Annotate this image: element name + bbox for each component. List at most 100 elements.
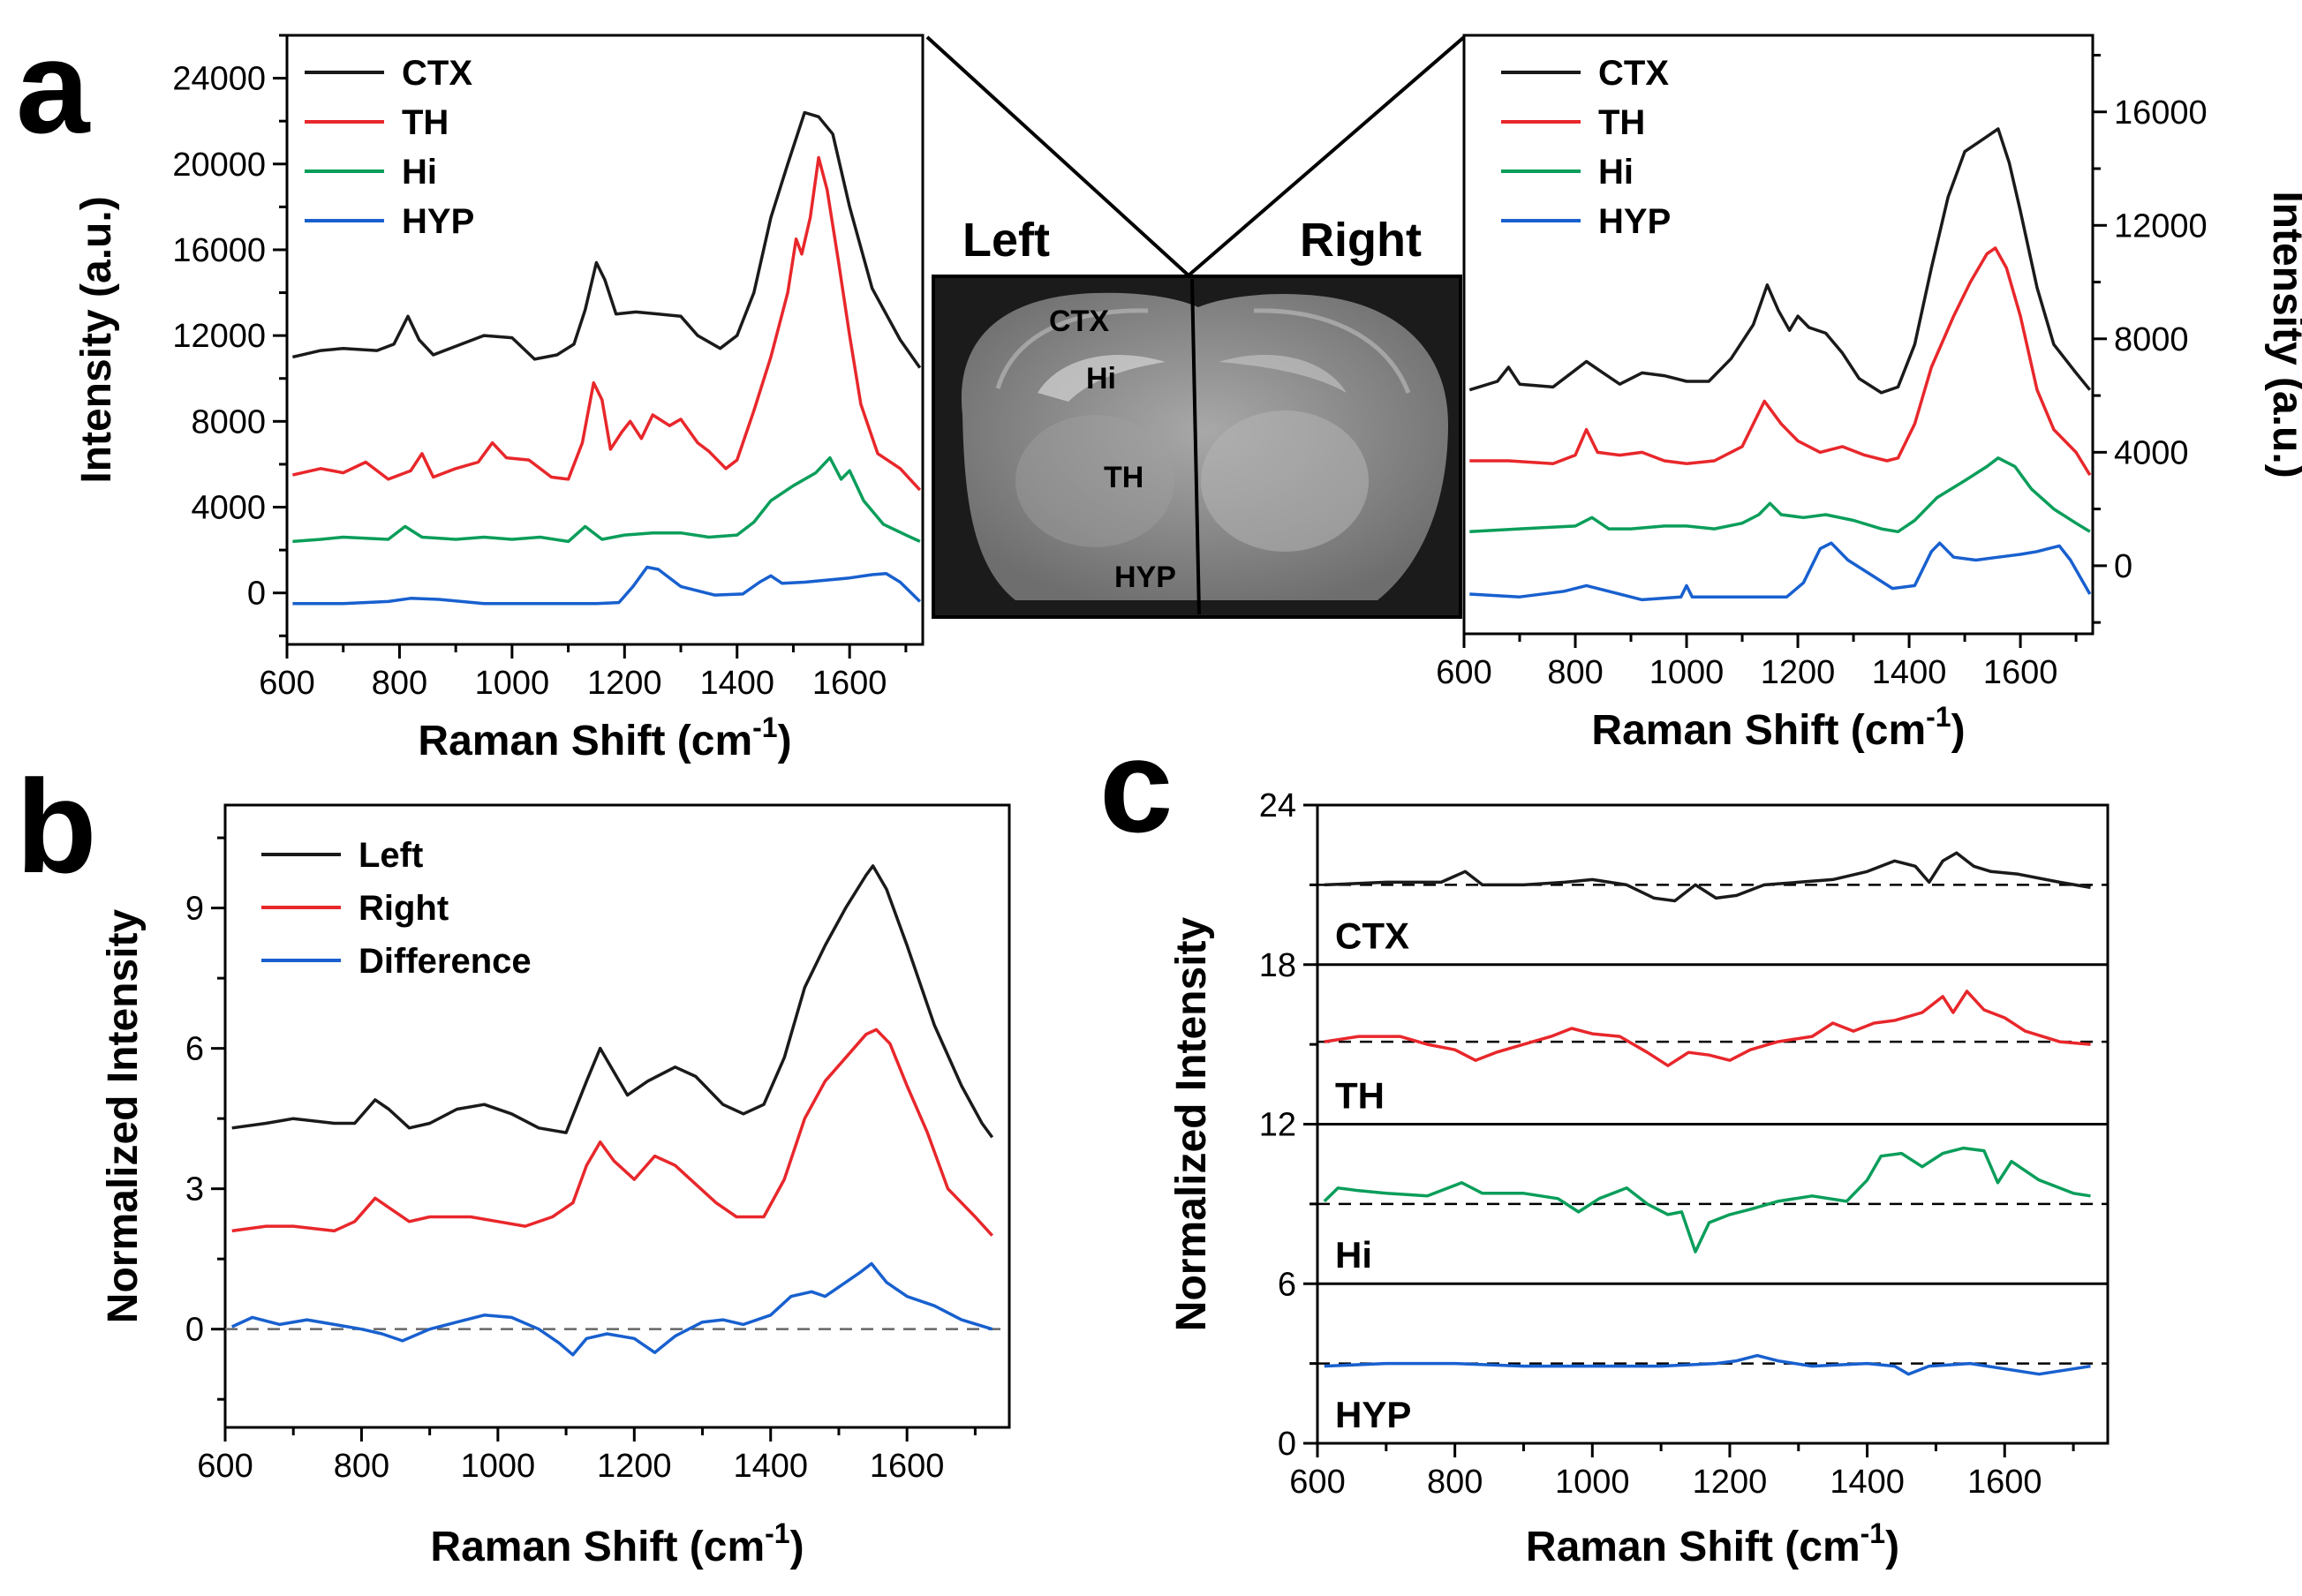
x-tick-label: 800 [372,665,427,702]
x-tick-label: 1000 [461,1448,536,1485]
series-line-ctx [292,110,922,369]
y-axis-label: Intensity (a.u.) [2264,191,2302,478]
x-tick-label: 600 [259,665,314,702]
plot-frame [1462,34,2094,636]
x-axis-label: Raman Shift (cm-1) [430,1517,804,1570]
chart-a-right: 600 800 1000 1200 1400 1600040008000120001600… [1436,34,2302,754]
legend-label-ctx: CTX [402,54,472,93]
legend-label-hyp: HYP [402,202,474,241]
x-axis-label: Raman Shift (cm-1) [1591,701,1965,754]
y-tick-label: 18 [1259,947,1296,984]
x-tick-label: 1000 [1555,1464,1630,1501]
series-line-hi [292,455,921,544]
tissue-thalamus-right [1201,410,1369,552]
series-line-left [231,864,994,1139]
x-tick-label: 800 [1547,654,1603,691]
y-tick-label: 24000 [172,61,266,98]
micrograph-right-label: Right [1300,214,1422,267]
midline-divider [1190,278,1201,615]
series-line-hi [1469,456,2091,534]
panel-b-label: b [16,752,97,900]
series-line-ctx [1468,127,2092,395]
x-tick-label: 1400 [1872,654,1947,691]
y-tick-label: 8000 [191,403,266,440]
stack-label-hyp: HYP [1335,1394,1411,1435]
x-tick-label: 1200 [1693,1464,1768,1501]
legend-label-th: TH [402,103,449,142]
series-line-th [1324,990,2091,1067]
chart-b: 600 800 1000 1200 1400 1600 0 3 6 9 Raman Shift (c… [100,803,1011,1570]
series-line-hyp [1469,541,2092,602]
panel-a-label: a [16,12,91,161]
region-label-th: TH [1104,461,1143,494]
y-tick-label: 20000 [172,147,266,184]
tissue-hippocampus-left [1038,355,1166,402]
x-tick-label: 800 [334,1448,389,1485]
y-tick-label: 16000 [2114,94,2208,132]
y-tick-label: 0 [1278,1426,1296,1463]
zoom-line-right [1187,35,1466,277]
legend-label-hyp: HYP [1598,202,1671,241]
y-tick-label: 0 [185,1312,204,1349]
x-tick-label: 1400 [733,1448,808,1485]
series-line-difference [230,1261,993,1357]
series-line-th [1469,246,2092,477]
legend-label-difference: Difference [359,942,532,981]
series-line-th [292,155,922,492]
x-tick-label: 1200 [587,665,662,702]
legend-label-ctx: CTX [1598,54,1669,93]
y-tick-label: 0 [247,576,266,613]
stack-label-hi: Hi [1335,1234,1372,1276]
legend-label-right: Right [359,889,449,928]
x-tick-label: 1000 [1649,654,1725,691]
plot-frame [285,34,925,646]
region-label-ctx: CTX [1049,305,1109,338]
y-axis-label: Normalized Intensity [100,908,147,1323]
legend-label-hi: Hi [402,153,437,192]
series-line-hyp [292,565,922,606]
legend-label-th: TH [1598,103,1645,142]
x-axis-label: Raman Shift (cm-1) [418,711,791,764]
x-tick-label: 1200 [1761,654,1836,691]
y-tick-label: 4000 [2114,434,2189,471]
x-tick-label: 600 [1289,1464,1345,1501]
plot-frame [223,803,1011,1429]
y-tick-label: 24 [1259,787,1296,824]
region-label-hyp: HYP [1114,561,1176,594]
x-tick-label: 1200 [597,1448,672,1485]
x-tick-label: 800 [1427,1464,1483,1501]
series-line-hi [1323,1146,2091,1253]
series-line-hyp [1324,1353,2091,1376]
y-axis-label: Normalized Intensity [1168,916,1215,1331]
x-tick-label: 1600 [1983,654,2058,691]
brain-micrograph: Left Right CTX Hi TH HYP [925,35,1466,619]
legend-label-hi: Hi [1598,153,1634,192]
x-tick-label: 600 [197,1448,253,1485]
chart-a-left: 600 800 1000 1200 1400 1600040008000120001600… [73,34,925,764]
y-tick-label: 12000 [172,318,266,355]
series-line-right [231,1028,993,1237]
tissue-hippocampus-right [1219,355,1347,393]
y-tick-label: 0 [2114,548,2132,585]
x-tick-label: 1600 [870,1448,945,1485]
x-tick-label: 1000 [475,665,550,702]
y-tick-label: 3 [185,1171,204,1208]
y-tick-label: 9 [185,891,204,928]
x-tick-label: 1400 [1830,1464,1905,1501]
legend-label-left: Left [359,836,423,875]
tissue-cortex-arc [995,308,1411,394]
x-tick-label: 1600 [1967,1464,2042,1501]
x-tick-label: 1400 [699,665,774,702]
stack-label-ctx: CTX [1335,915,1409,957]
y-tick-label: 12 [1259,1107,1296,1144]
y-tick-label: 16000 [172,232,266,269]
y-axis-label: Intensity (a.u.) [73,196,120,483]
y-tick-label: 8000 [2114,321,2189,358]
zoom-line-left [925,35,1190,277]
x-axis-label: Raman Shift (cm-1) [1526,1517,1899,1570]
x-tick-label: 1600 [812,665,887,702]
y-tick-label: 6 [1278,1266,1296,1303]
chart-c: 600 800 1000 1200 1400 1600 0 6 12 18 24 Raman Shif… [1168,787,2110,1570]
y-tick-label: 12000 [2114,207,2208,245]
